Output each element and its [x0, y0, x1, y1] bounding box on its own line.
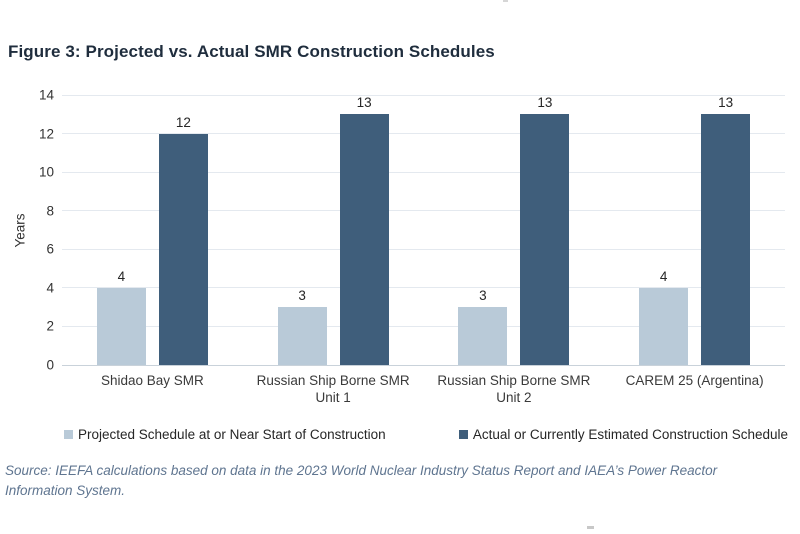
gridline-y-12: [62, 133, 785, 135]
legend-label: Actual or Currently Estimated Constructi…: [472, 427, 788, 442]
category-label-4: CAREM 25 (Argentina): [625, 373, 764, 388]
gridline-y-10: [62, 171, 785, 173]
gridline-y-4: [62, 287, 785, 289]
legend-swatch-icon: [64, 430, 73, 439]
bar-actual-group-4: 13: [701, 95, 751, 365]
bar-group-2: 3 13: [243, 95, 424, 365]
x-axis-labels: Shidao Bay SMR Russian Ship Borne SMR Uni…: [62, 372, 785, 406]
data-label: 13: [537, 95, 553, 111]
bar-projected-group-4: 4: [639, 269, 689, 365]
gridline-y-2: [62, 325, 785, 327]
y-tick-label-8: 8: [46, 203, 54, 219]
y-tick-label-0: 0: [46, 357, 54, 373]
y-tick-label-4: 4: [46, 280, 54, 296]
legend-label: Projected Schedule at or Near Start of C…: [78, 427, 386, 442]
category-label-1: Shidao Bay SMR: [100, 373, 204, 388]
bar-actual-group-1: 12: [158, 115, 208, 365]
gridline-y-0: [62, 364, 785, 366]
data-label: 3: [298, 288, 306, 304]
page-edge-artifact-top: [503, 0, 508, 2]
source-note: Source: IEEFA calculations based on data…: [5, 463, 718, 499]
plot-area: 4 12 3 13 3 13 4 13: [62, 94, 785, 366]
bar-projected-group-3: 3: [458, 288, 508, 365]
bar-projected-group-1: 4: [96, 269, 146, 365]
bar-group-3: 3 13: [424, 95, 605, 365]
bar-group-4: 4 13: [604, 95, 785, 365]
legend-item-projected: Projected Schedule at or Near Start of C…: [64, 427, 386, 442]
y-axis-ticks: 0 2 4 6 8 10 12 14: [0, 88, 54, 373]
gridline-y-14: [62, 94, 785, 96]
chart-legend: Projected Schedule at or Near Start of C…: [64, 427, 788, 442]
data-label: 13: [356, 95, 372, 111]
y-tick-label-2: 2: [46, 318, 54, 334]
data-label: 3: [479, 288, 487, 304]
y-tick-label-6: 6: [46, 241, 54, 257]
category-label-2: Russian Ship Borne SMR Unit 1: [256, 373, 410, 405]
legend-item-actual: Actual or Currently Estimated Constructi…: [458, 427, 788, 442]
legend-swatch-icon: [458, 430, 468, 439]
bar-actual-group-3: 13: [520, 95, 570, 365]
bar-projected-group-2: 3: [277, 288, 327, 365]
category-label-3: Russian Ship Borne SMR Unit 2: [437, 373, 591, 405]
data-label: 4: [117, 268, 126, 284]
gridline-y-8: [62, 210, 785, 212]
data-label: 4: [659, 268, 668, 284]
page-edge-artifact-bottom: [587, 526, 594, 529]
data-label: 12: [175, 114, 191, 130]
figure-title: Figure 3: Projected vs. Actual SMR Const…: [8, 42, 495, 61]
y-tick-label-14: 14: [38, 87, 54, 103]
y-tick-label-10: 10: [38, 164, 54, 180]
bar-actual-group-2: 13: [339, 95, 389, 365]
bar-group-1: 4 12: [62, 95, 243, 365]
data-label: 13: [718, 95, 734, 111]
gridline-y-6: [62, 248, 785, 250]
y-tick-label-12: 12: [38, 126, 54, 142]
